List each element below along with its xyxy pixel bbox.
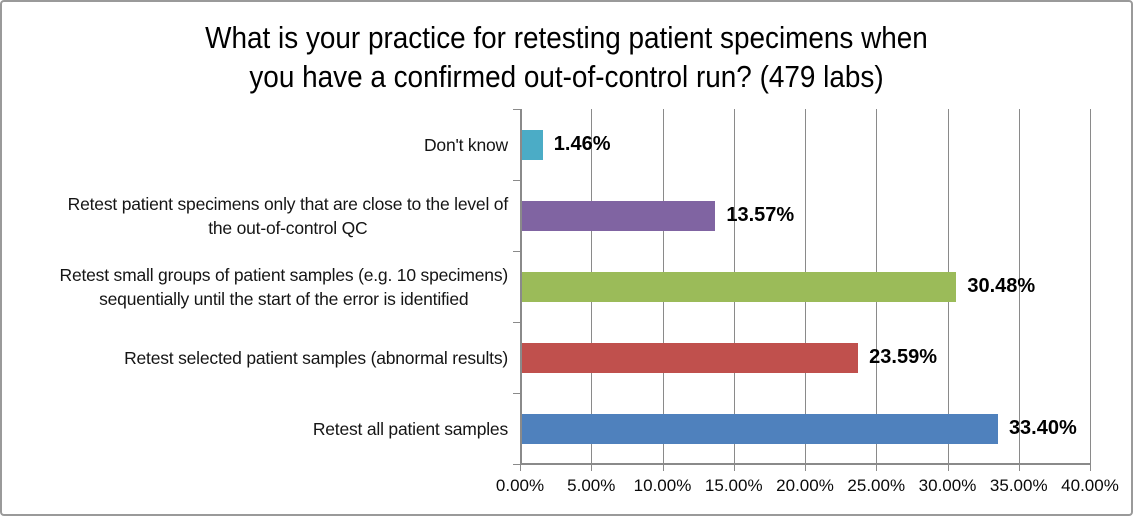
y-axis-tick-0 <box>513 109 520 110</box>
category-axis-labels: Don't know Retest patient specimens only … <box>6 109 509 464</box>
category-label-line: Retest patient specimens only that are c… <box>67 193 509 214</box>
x-tick-label-0: 0.00% <box>495 476 545 495</box>
bar-value-label-0: 1.46% <box>553 133 611 155</box>
x-tick-label-30: 30.00% <box>918 476 977 495</box>
x-axis-tick-10 <box>662 464 664 471</box>
category-label-2: Retest small groups of patient samples (… <box>59 263 509 311</box>
category-label-0: Don't know <box>424 133 508 157</box>
bar-1 <box>522 200 716 231</box>
x-tick-label-15: 15.00% <box>704 476 763 495</box>
y-axis-tick-4 <box>513 393 520 394</box>
x-tick-label-35: 35.00% <box>989 476 1048 495</box>
plot-area: 1.46% 13.57% 30.48% 23.59% 33.40% <box>513 109 1091 471</box>
y-axis-tick-2 <box>513 251 520 252</box>
bar-2 <box>522 271 957 302</box>
x-tick-label-25: 25.00% <box>847 476 906 495</box>
gridline-40 <box>1090 109 1091 464</box>
x-axis-tick-0 <box>520 464 521 471</box>
bar-0 <box>522 129 543 160</box>
category-label-1: Retest patient specimens only that are c… <box>67 192 509 240</box>
category-label-row-0: Don't know <box>6 109 508 180</box>
category-label-row-2: Retest small groups of patient samples (… <box>6 251 509 322</box>
bar-value-label-2: 30.48% <box>967 275 1036 297</box>
category-label-row-4: Retest all patient samples <box>6 393 508 464</box>
chart-title-line-1: What is your practice for retesting pati… <box>205 20 928 55</box>
category-label-row-3: Retest selected patient samples (abnorma… <box>6 322 508 393</box>
y-axis-tick-5 <box>513 464 520 465</box>
y-axis-tick-3 <box>513 322 520 323</box>
bar-value-label-4: 33.40% <box>1008 417 1077 439</box>
x-tick-label-20: 20.00% <box>776 476 834 495</box>
y-axis-tick-1 <box>513 180 520 181</box>
category-label-line: Retest small groups of patient samples (… <box>59 264 509 285</box>
x-axis-tick-labels: 0.00% 5.00% 10.00% 15.00% 20.00% 25.00% 30.00%… <box>496 476 1119 502</box>
x-axis-tick-25 <box>876 464 878 471</box>
x-axis-tick-5 <box>591 464 593 471</box>
bar-value-label-3: 23.59% <box>869 346 937 368</box>
bar-3 <box>522 342 859 373</box>
category-label-3: Retest selected patient samples (abnorma… <box>124 346 508 370</box>
bar-4 <box>522 413 998 444</box>
y-axis-line <box>520 109 522 464</box>
gridline-35 <box>1018 109 1020 464</box>
category-label-line: the out-of-control QC <box>208 217 368 238</box>
category-label-line: Retest all patient samples <box>312 418 508 439</box>
category-label-line: Retest selected patient samples (abnorma… <box>124 347 508 368</box>
x-axis-tick-20 <box>805 464 806 471</box>
x-tick-label-10: 10.00% <box>633 476 692 495</box>
category-label-line: sequentially until the start of the erro… <box>99 288 469 309</box>
category-label-line: Don't know <box>423 134 508 155</box>
bar-value-label-1: 13.57% <box>726 204 795 226</box>
x-axis-tick-35 <box>1018 464 1020 471</box>
x-tick-label-40: 40.00% <box>1061 476 1119 495</box>
chart-title-line-2: you have a confirmed out-of-control run?… <box>249 59 884 94</box>
category-label-4: Retest all patient samples <box>313 417 508 441</box>
x-axis-tick-15 <box>733 464 735 471</box>
x-axis-tick-40 <box>1090 464 1091 471</box>
x-tick-label-5: 5.00% <box>567 476 616 495</box>
chart-title: What is your practice for retesting pati… <box>58 18 1074 96</box>
x-axis-tick-30 <box>947 464 949 471</box>
category-label-row-1: Retest patient specimens only that are c… <box>6 180 509 251</box>
